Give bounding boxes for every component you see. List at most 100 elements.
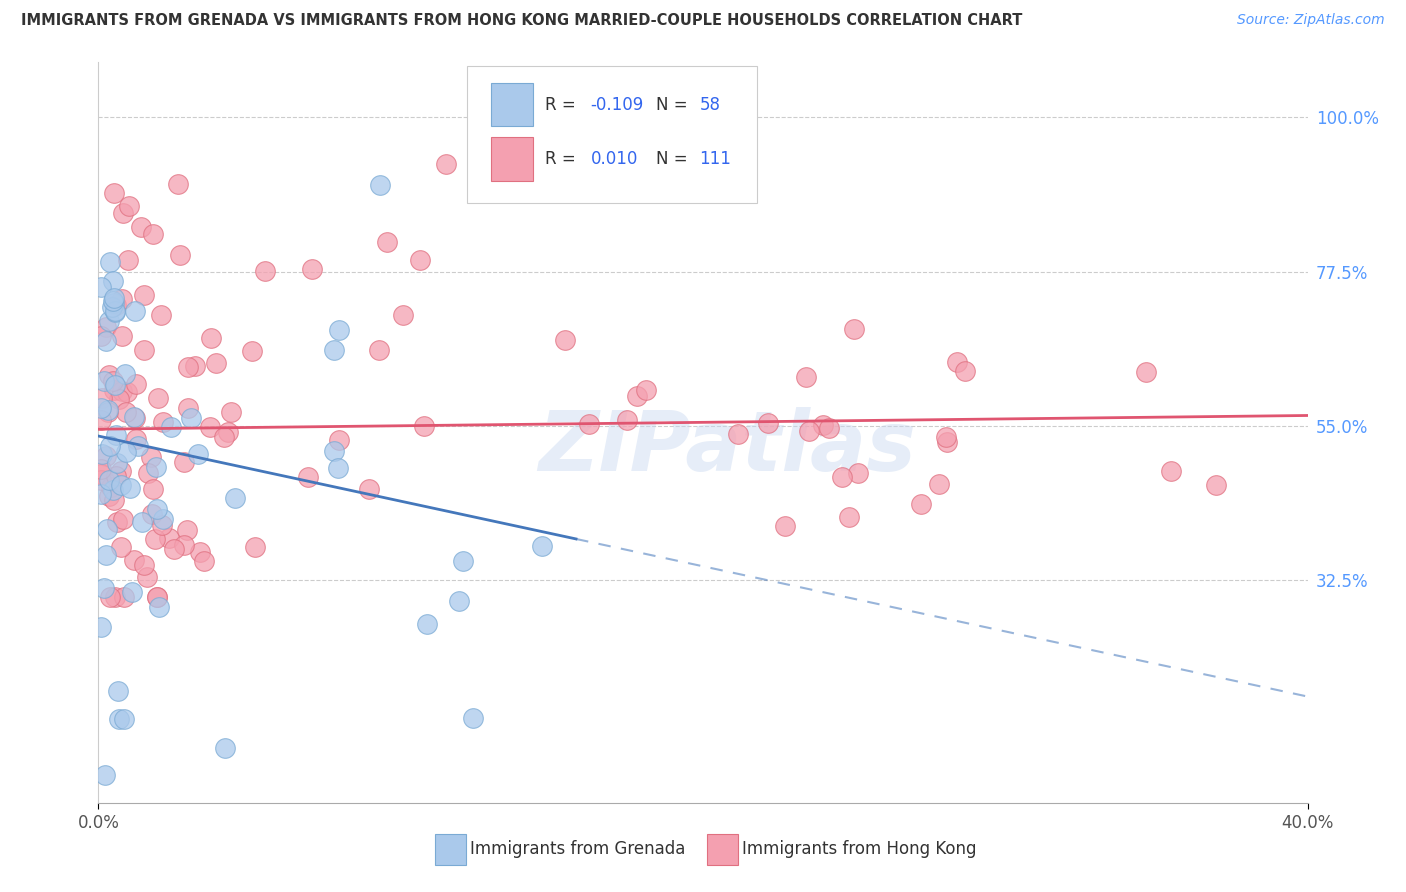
Point <box>103 483 125 498</box>
Point <box>578 417 600 431</box>
Point <box>90 467 112 481</box>
Point <box>94 450 117 464</box>
Point <box>103 295 125 310</box>
Point <box>101 294 124 309</box>
Point <box>90 328 112 343</box>
Point <box>554 333 576 347</box>
Point <box>946 355 969 369</box>
Point <box>139 450 162 464</box>
Point <box>124 411 146 425</box>
Point <box>188 545 211 559</box>
Text: R =: R = <box>544 150 581 168</box>
Point <box>110 464 132 478</box>
Point <box>146 392 169 406</box>
Point <box>416 616 439 631</box>
Point <box>245 541 267 555</box>
Point <box>357 482 380 496</box>
Point <box>96 334 118 348</box>
Point <box>115 444 138 458</box>
Point <box>136 569 159 583</box>
Point <box>152 512 174 526</box>
Point <box>212 430 235 444</box>
Point <box>148 600 170 615</box>
Point <box>152 415 174 429</box>
Point <box>105 456 128 470</box>
Point <box>114 367 136 381</box>
Point <box>436 157 458 171</box>
Point <box>200 331 222 345</box>
Point <box>177 359 200 374</box>
Point <box>132 343 155 358</box>
Point <box>103 291 125 305</box>
Point <box>121 585 143 599</box>
Point <box>727 427 749 442</box>
Point <box>159 532 181 546</box>
Point <box>93 581 115 595</box>
Point <box>322 343 344 358</box>
Point <box>94 320 117 334</box>
Point <box>910 497 932 511</box>
Text: 111: 111 <box>699 150 731 168</box>
Point <box>142 227 165 241</box>
Point <box>98 255 121 269</box>
Text: Immigrants from Hong Kong: Immigrants from Hong Kong <box>742 839 976 858</box>
Point <box>104 590 127 604</box>
Point <box>97 405 120 419</box>
Point <box>114 405 136 419</box>
Point <box>90 279 112 293</box>
Point <box>240 344 263 359</box>
Point <box>173 538 195 552</box>
Point <box>392 308 415 322</box>
Point <box>375 235 398 250</box>
Point <box>117 253 139 268</box>
Point <box>328 434 350 448</box>
Point <box>122 409 145 424</box>
Point <box>101 375 124 389</box>
FancyBboxPatch shape <box>492 136 533 180</box>
Point <box>111 384 134 399</box>
Point <box>773 518 796 533</box>
Point <box>794 369 817 384</box>
Point <box>104 298 127 312</box>
Point <box>132 558 155 573</box>
Point <box>104 304 127 318</box>
Point <box>112 512 135 526</box>
Text: 0.010: 0.010 <box>591 150 638 168</box>
Point <box>127 439 149 453</box>
Point <box>111 329 134 343</box>
Point <box>301 262 323 277</box>
Point <box>616 413 638 427</box>
Point <box>955 364 977 378</box>
Point <box>146 590 169 604</box>
Point <box>224 491 246 506</box>
Point <box>214 741 236 756</box>
Point <box>219 405 242 419</box>
Point <box>124 304 146 318</box>
Point <box>928 477 950 491</box>
Point <box>105 428 128 442</box>
Point <box>811 418 834 433</box>
Point <box>173 455 195 469</box>
Point <box>412 419 434 434</box>
Point <box>132 287 155 301</box>
FancyBboxPatch shape <box>434 834 465 865</box>
Point <box>104 377 127 392</box>
Point <box>531 539 554 553</box>
Point <box>94 768 117 782</box>
Point <box>141 507 163 521</box>
Point <box>103 186 125 200</box>
Point <box>98 439 121 453</box>
Point <box>131 516 153 530</box>
Point <box>169 248 191 262</box>
Point <box>112 590 135 604</box>
Point <box>90 487 112 501</box>
Text: N =: N = <box>655 95 693 113</box>
Point <box>634 383 657 397</box>
Point <box>129 219 152 234</box>
Point <box>145 460 167 475</box>
Point <box>105 515 128 529</box>
Point <box>108 392 131 406</box>
Point <box>177 401 200 415</box>
Point <box>110 540 132 554</box>
Point <box>142 482 165 496</box>
